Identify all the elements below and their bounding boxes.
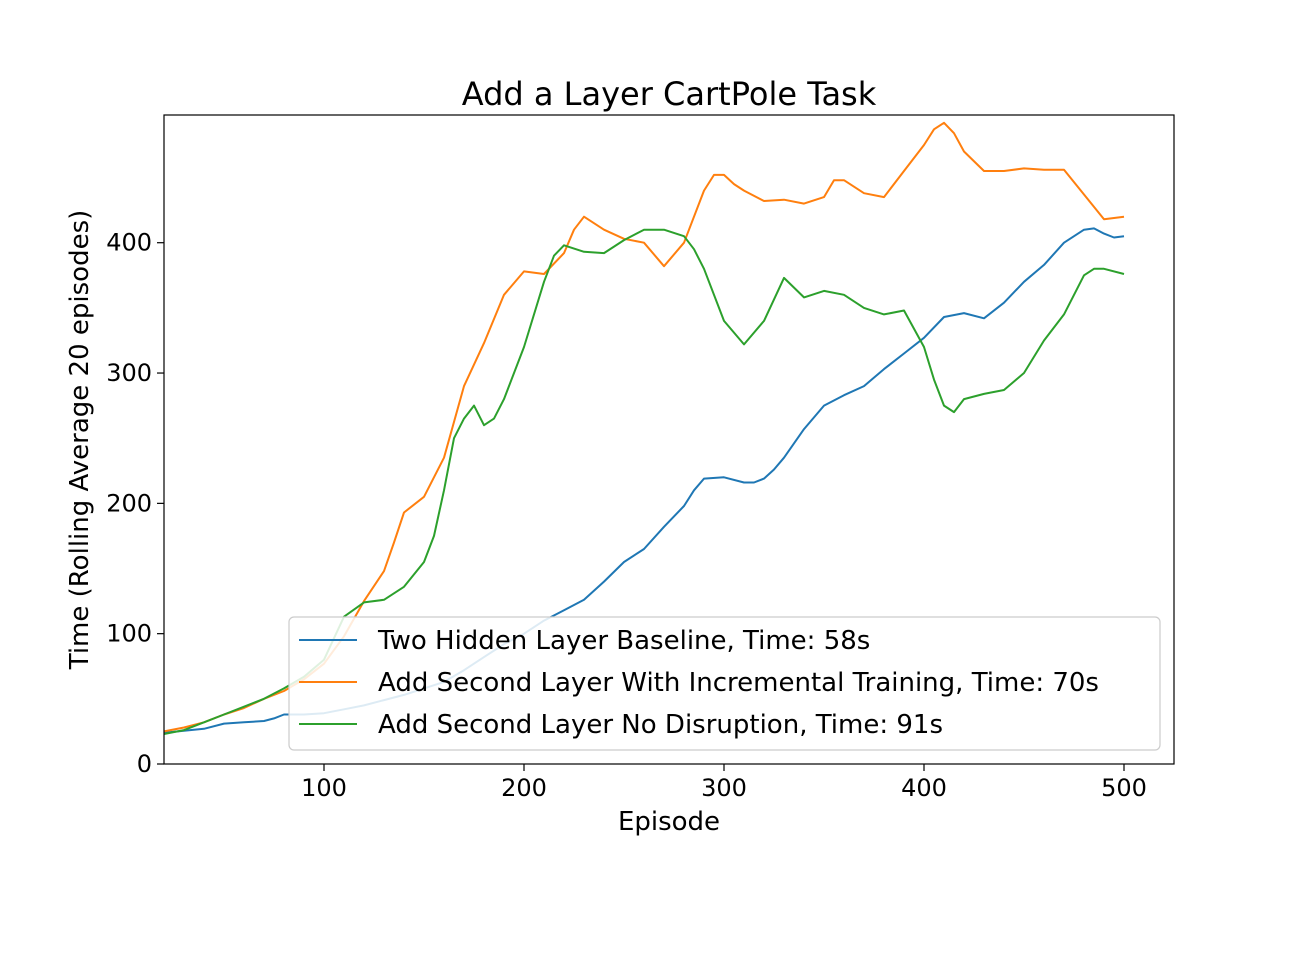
legend-entry-3: Add Second Layer No Disruption, Time: 91… [378,710,943,740]
chart-title: Add a Layer CartPole Task [462,75,877,113]
x-tick-label: 100 [301,774,347,802]
series-line-3 [163,228,1125,735]
x-tick-label: 300 [701,774,747,802]
x-axis-label: Episode [618,807,720,837]
legend-entry-1: Two Hidden Layer Baseline, Time: 58s [377,626,870,656]
x-tick-label: 500 [1101,774,1147,802]
legend-entry-2: Add Second Layer With Incremental Traini… [378,668,1099,698]
y-tick-label: 400 [106,229,152,257]
y-tick-label: 100 [106,620,152,648]
y-axis-label: Time (Rolling Average 20 episodes) [65,210,95,671]
legend: Two Hidden Layer Baseline, Time: 58s Add … [288,616,1161,751]
x-tick-label: 400 [901,774,947,802]
y-tick-label: 200 [106,489,152,517]
y-tick-label: 300 [106,359,152,387]
y-axis-ticks: 0 100 200 300 400 [106,229,164,778]
x-axis-ticks: 100 200 300 400 500 [301,764,1147,802]
plot-frame [163,114,1175,765]
y-tick-label: 0 [137,750,152,778]
legend-box [288,616,1161,751]
x-tick-label: 200 [501,774,547,802]
